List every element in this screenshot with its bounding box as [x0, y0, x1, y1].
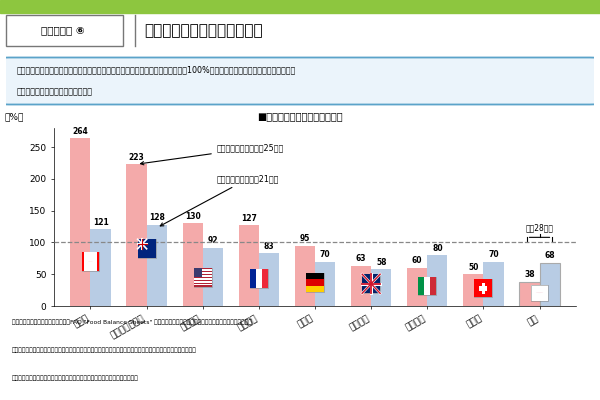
Text: 70: 70 — [320, 250, 331, 259]
Text: 130: 130 — [185, 212, 200, 221]
Bar — [306, 273, 324, 279]
Text: 63: 63 — [356, 254, 366, 264]
Bar — [430, 277, 436, 294]
Text: 平成28年度: 平成28年度 — [526, 223, 554, 232]
Text: 食料自給率 ⑥: 食料自給率 ⑥ — [41, 26, 85, 36]
Text: （%）: （%） — [4, 112, 24, 121]
Bar — [137, 239, 146, 249]
Bar — [182, 223, 203, 306]
Bar — [82, 252, 100, 271]
FancyBboxPatch shape — [3, 58, 596, 104]
Bar — [250, 269, 268, 288]
Text: 223: 223 — [128, 153, 145, 162]
Text: ■我が国と諸外国の食料自給率: ■我が国と諸外国の食料自給率 — [257, 111, 343, 121]
Bar — [194, 271, 212, 272]
Bar — [315, 262, 335, 306]
Bar — [418, 277, 436, 294]
Text: 注２：畜産物及び加工品については、輸入飼料及び輸入原料を考慮して計算。: 注２：畜産物及び加工品については、輸入飼料及び輸入原料を考慮して計算。 — [12, 375, 139, 381]
Bar — [306, 273, 324, 292]
Bar — [463, 274, 484, 306]
Bar — [407, 268, 427, 306]
Bar — [371, 269, 391, 306]
Text: 127: 127 — [241, 214, 257, 223]
Bar — [306, 286, 324, 292]
Bar — [539, 263, 560, 306]
Bar — [427, 255, 448, 306]
Bar — [259, 253, 279, 306]
Bar — [194, 268, 202, 277]
Bar — [84, 252, 97, 271]
Bar — [475, 279, 493, 297]
Text: カロリーベース（平成25年）: カロリーベース（平成25年） — [140, 144, 284, 165]
Bar — [239, 225, 259, 306]
Bar — [91, 229, 110, 306]
Bar — [479, 286, 487, 291]
Text: 注１：数値は暦年（日本のみ年度）。スイス及びイギリス（生産額ベース）については、各政府の公表値を掲載。: 注１：数値は暦年（日本のみ年度）。スイス及びイギリス（生産額ベース）については、… — [12, 347, 197, 353]
Bar — [203, 248, 223, 306]
FancyBboxPatch shape — [6, 15, 123, 46]
Bar — [194, 277, 212, 278]
Bar — [137, 239, 155, 258]
Bar — [194, 278, 212, 280]
Bar — [127, 164, 146, 306]
Text: 83: 83 — [263, 242, 274, 251]
Text: 自給率は、先進国中最低水準です。: 自給率は、先進国中最低水準です。 — [17, 87, 92, 96]
Bar — [484, 262, 503, 306]
Bar — [351, 266, 371, 306]
Bar — [70, 138, 91, 306]
Bar — [194, 281, 212, 282]
Bar — [418, 277, 436, 294]
Bar — [194, 269, 212, 271]
Text: 70: 70 — [488, 250, 499, 259]
Bar — [194, 268, 212, 269]
Text: 58: 58 — [376, 258, 386, 266]
Bar — [262, 269, 268, 288]
Bar — [520, 282, 539, 306]
Bar — [362, 274, 380, 293]
Bar — [530, 285, 548, 301]
Bar — [194, 274, 212, 275]
Bar — [194, 286, 212, 287]
Text: 92: 92 — [208, 236, 218, 245]
Text: 我が国と諸外国の食料自給率: 我が国と諸外国の食料自給率 — [144, 23, 263, 38]
Bar — [295, 246, 315, 306]
Bar — [0, 0, 600, 12]
Bar — [194, 272, 212, 274]
Bar — [194, 280, 212, 281]
Bar — [530, 285, 548, 301]
Text: カナダ、オーストラリア、アメリカ、フランス等の輸出が多い国の食料自給率は100%を超えている中にあって、我が国の食料: カナダ、オーストラリア、アメリカ、フランス等の輸出が多い国の食料自給率は100%… — [17, 65, 296, 74]
Bar — [194, 282, 212, 284]
Bar — [194, 268, 212, 287]
Bar — [418, 277, 424, 294]
Text: 80: 80 — [432, 244, 443, 253]
Bar — [146, 225, 167, 306]
Text: 121: 121 — [93, 218, 109, 226]
Bar — [306, 279, 324, 286]
Bar — [194, 284, 212, 286]
Text: 生産額ベース（平成21年）: 生産額ベース（平成21年） — [160, 174, 279, 226]
Text: 95: 95 — [300, 234, 310, 243]
Text: 264: 264 — [73, 127, 88, 136]
Bar — [82, 252, 100, 271]
Bar — [250, 269, 256, 288]
Bar — [482, 283, 485, 294]
Text: 68: 68 — [544, 251, 555, 260]
Text: 資料：農林水産省「食料需給表」、FAO "Food Balance Sheets" 等を基に農林水産省で試算。（アルコール類等は含まない）: 資料：農林水産省「食料需給表」、FAO "Food Balance Sheets… — [12, 319, 252, 325]
Text: 38: 38 — [524, 270, 535, 279]
Text: 128: 128 — [149, 213, 164, 222]
Bar — [475, 279, 493, 297]
Bar — [250, 269, 268, 288]
Text: 60: 60 — [412, 256, 422, 265]
Bar — [137, 239, 155, 258]
Text: 50: 50 — [468, 263, 478, 272]
Bar — [362, 274, 380, 293]
Bar — [194, 275, 212, 277]
